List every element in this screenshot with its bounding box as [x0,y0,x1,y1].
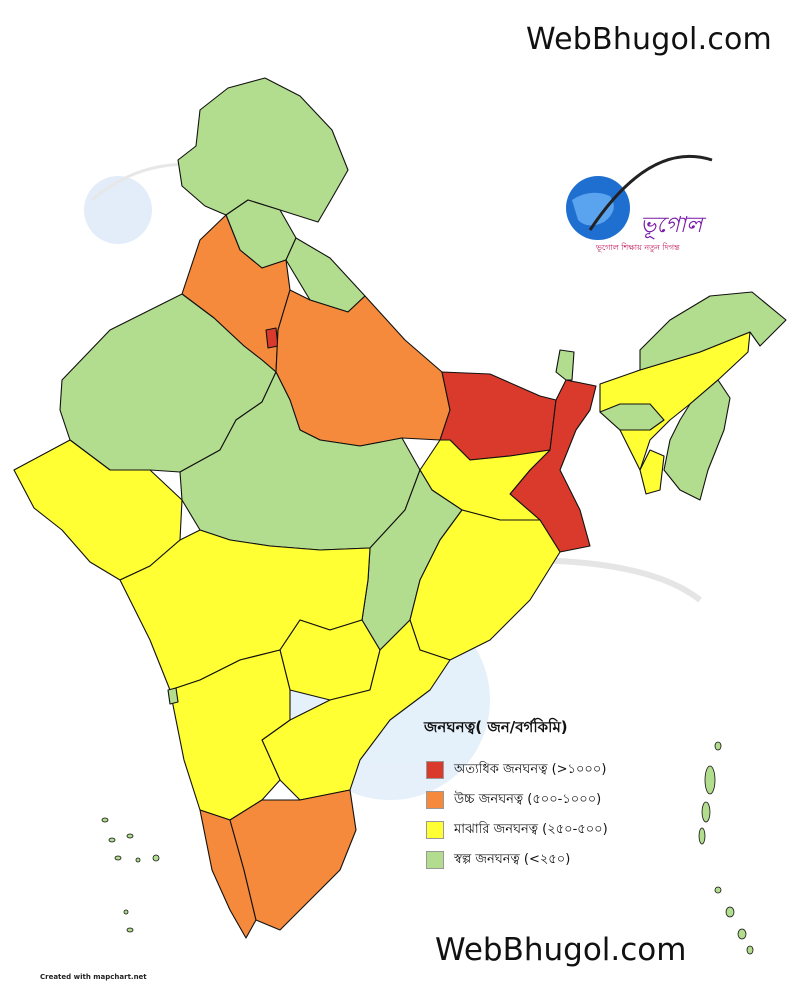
legend-swatch-high [426,791,444,809]
svg-text:ভূগোল শিক্ষায় নতুন দিগন্ত: ভূগোল শিক্ষায় নতুন দিগন্ত [595,243,680,252]
region-uttar-pradesh [275,289,451,447]
region-tamil-nadu [229,789,357,931]
map-legend: জনঘনত্ব( জন/বর্গকিমি) অত্যধিক জনঘনত্ব (>… [420,716,650,875]
region-sikkim [555,349,575,381]
legend-item-medium: মাঝারি জনঘনত্ব (২৫০-৫০০) [420,815,650,845]
legend-item-very-high: অত্যধিক জনঘনত্ব (>১০০০) [420,755,650,785]
legend-label: অত্যধিক জনঘনত্ব (>১০০০) [454,761,607,777]
legend-swatch-medium [426,821,444,839]
legend-label: মাঝারি জনঘনত্ব (২৫০-৫০০) [454,821,608,837]
legend-title: জনঘনত্ব( জন/বর্গকিমি) [424,718,568,736]
lakshadweep-islands [101,817,160,933]
region-delhi [265,327,279,349]
svg-text:ভূগোল: ভূগোল [640,213,707,240]
legend-item-low: স্বল্প জনঘনত্ব (<২৫০) [420,845,650,875]
region-jammu-kashmir [177,77,349,223]
andaman-nicobar-islands [698,741,754,955]
region-tripura [639,449,665,495]
map-credit: Created with mapchart.net [40,973,147,981]
legend-label: স্বল্প জনঘনত্ব (<২৫০) [454,851,571,867]
region-arunachal [639,291,787,371]
legend-swatch-very-high [426,761,444,779]
region-meghalaya [599,403,665,431]
region-goa [167,687,179,705]
legend-label: উচ্চ জনঘনত্ব (৫০০-১০০০) [454,791,602,807]
region-odisha [409,509,561,661]
webbhugol-logo: ভূগোল ভূগোল শিক্ষায় নতুন দিগন্ত [566,154,713,252]
region-northeast-hills [663,379,731,501]
india-map [13,77,787,939]
legend-item-high: উচ্চ জনঘনত্ব (৫০০-১০০০) [420,785,650,815]
region-telangana [279,619,381,701]
site-brand-top: WebBhugol.com [526,22,772,57]
site-brand-bottom: WebBhugol.com [435,932,687,968]
legend-swatch-low [426,851,444,869]
